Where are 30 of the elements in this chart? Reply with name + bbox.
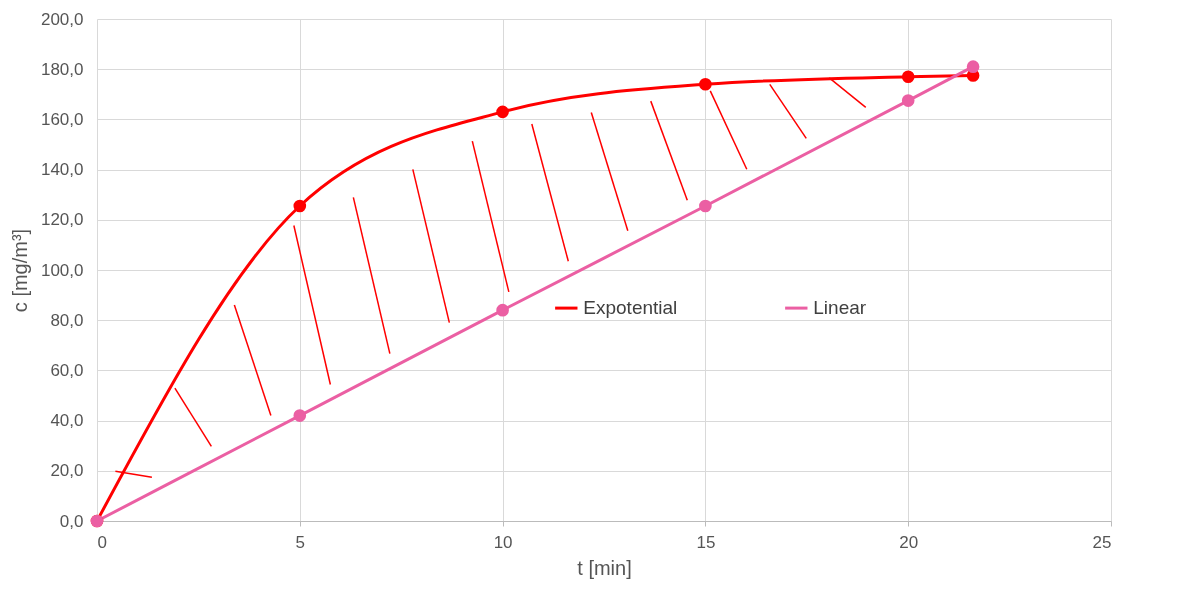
point xyxy=(293,409,307,422)
y-tick-label: 80,0 xyxy=(50,310,84,330)
y-tick-label: 0,0 xyxy=(59,511,84,531)
point xyxy=(293,199,307,213)
y-tick-label: 140,0 xyxy=(40,160,84,180)
point xyxy=(496,303,509,317)
y-tick-label: 200,0 xyxy=(40,9,84,29)
x-tick-label: 5 xyxy=(295,532,306,552)
y-tick-label: 40,0 xyxy=(50,411,84,431)
y-axis-title: c [mg/m³] xyxy=(8,228,31,313)
point xyxy=(901,70,915,84)
y-tick-label: 160,0 xyxy=(40,109,84,129)
point xyxy=(699,77,712,91)
y-tick-label: 120,0 xyxy=(40,210,84,230)
y-tick-label: 180,0 xyxy=(40,59,84,79)
point xyxy=(966,60,980,73)
y-tick-label: 60,0 xyxy=(50,360,84,380)
legend-label: Linear xyxy=(813,297,867,319)
y-tick-label: 20,0 xyxy=(50,461,84,481)
x-tick-label: 15 xyxy=(696,532,716,552)
point xyxy=(699,199,712,213)
point xyxy=(496,105,509,119)
x-axis-title: t [min] xyxy=(577,556,632,579)
x-tick-label: 10 xyxy=(493,532,513,552)
point xyxy=(901,94,915,107)
y-tick-label: 100,0 xyxy=(40,260,84,280)
legend-label: Expotential xyxy=(583,297,678,319)
x-tick-label: 0 xyxy=(97,532,107,552)
x-tick-label: 25 xyxy=(1092,532,1112,552)
x-tick-label: 20 xyxy=(899,532,919,552)
